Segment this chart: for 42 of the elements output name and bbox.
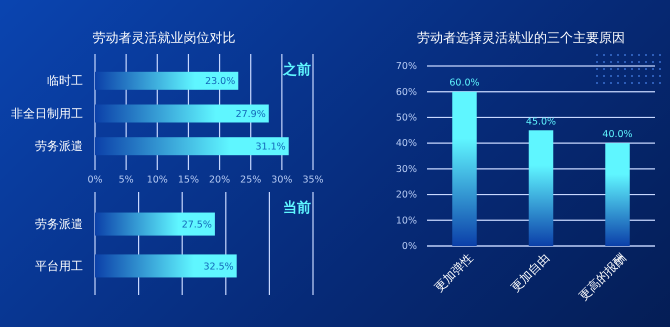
data-label: 60.0% <box>449 78 480 89</box>
data-label: 27.9% <box>236 108 266 120</box>
chart-title: 劳动者灵活就业岗位对比 <box>92 31 236 46</box>
bar <box>95 104 269 122</box>
bar <box>95 72 238 90</box>
x-tick-label: 25% <box>240 174 262 186</box>
y-tick-label: 劳务派遣 <box>35 216 83 231</box>
y-tick-label: 20% <box>396 190 417 201</box>
data-label: 32.5% <box>204 261 234 272</box>
bar <box>528 130 554 246</box>
y-tick-label: 30% <box>396 164 417 175</box>
x-tick-label: 35% <box>302 174 324 186</box>
y-tick-label: 劳务派遣 <box>35 139 83 154</box>
bar <box>452 92 477 246</box>
y-tick-label: 60% <box>396 86 417 98</box>
y-tick-label: 40% <box>396 138 417 150</box>
x-tick-label: 5% <box>118 174 134 186</box>
data-label: 31.1% <box>256 142 286 153</box>
data-label: 27.5% <box>182 219 212 230</box>
x-tick-label: 30% <box>271 174 292 186</box>
bar <box>95 137 289 156</box>
x-tick-label: 20% <box>209 174 230 186</box>
y-tick-label: 0% <box>402 241 417 252</box>
annotation: 之前 <box>282 61 311 78</box>
x-tick-label: 0% <box>87 174 103 186</box>
y-tick-label: 非全日制用工 <box>11 106 83 120</box>
y-tick-label: 临时工 <box>47 74 83 88</box>
x-tick-label: 15% <box>178 174 199 186</box>
x-tick-label: 更加自由 <box>508 250 552 295</box>
x-tick-label: 更加弹性 <box>432 250 476 295</box>
annotation: 当前 <box>283 200 311 216</box>
y-tick-label: 平台用工 <box>35 258 83 273</box>
chart-title: 劳动者选择灵活就业的三个主要原因 <box>417 30 625 46</box>
data-label: 23.0% <box>205 76 236 88</box>
y-tick-label: 50% <box>396 112 417 124</box>
x-tick-label: 更高的报酬 <box>576 250 629 303</box>
y-tick-label: 70% <box>396 61 417 72</box>
data-label: 45.0% <box>526 116 556 128</box>
x-tick-label: 10% <box>146 174 168 186</box>
bar <box>605 143 630 246</box>
data-label: 40.0% <box>602 129 633 140</box>
y-tick-label: 10% <box>396 215 417 226</box>
